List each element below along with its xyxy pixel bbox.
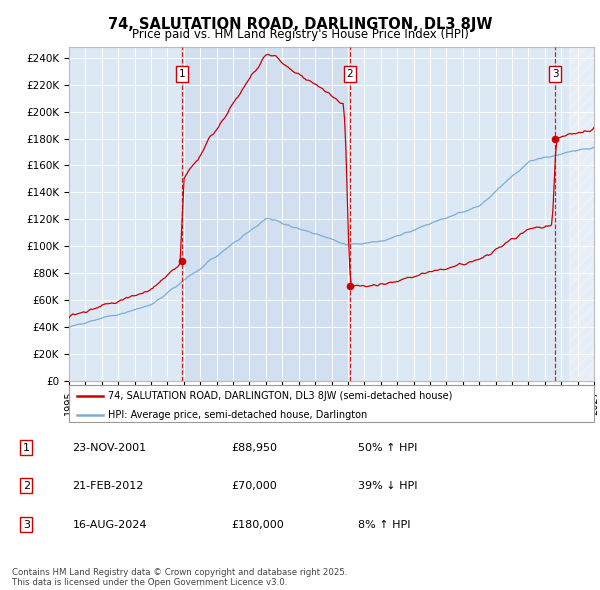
Bar — [569, 47, 594, 381]
Text: Contains HM Land Registry data © Crown copyright and database right 2025.
This d: Contains HM Land Registry data © Crown c… — [12, 568, 347, 587]
Text: 74, SALUTATION ROAD, DARLINGTON, DL3 8JW: 74, SALUTATION ROAD, DARLINGTON, DL3 8JW — [108, 17, 492, 31]
Text: 2: 2 — [23, 481, 30, 491]
FancyBboxPatch shape — [69, 385, 594, 422]
Text: 3: 3 — [23, 520, 30, 530]
Text: HPI: Average price, semi-detached house, Darlington: HPI: Average price, semi-detached house,… — [109, 409, 368, 419]
Text: 8% ↑ HPI: 8% ↑ HPI — [358, 520, 410, 530]
Text: 39% ↓ HPI: 39% ↓ HPI — [358, 481, 417, 491]
Text: 2: 2 — [347, 69, 353, 79]
Text: 1: 1 — [179, 69, 185, 79]
Text: £88,950: £88,950 — [231, 443, 277, 453]
Text: £180,000: £180,000 — [231, 520, 284, 530]
Text: 16-AUG-2024: 16-AUG-2024 — [73, 520, 147, 530]
Text: 74, SALUTATION ROAD, DARLINGTON, DL3 8JW (semi-detached house): 74, SALUTATION ROAD, DARLINGTON, DL3 8JW… — [109, 391, 453, 401]
Bar — [182, 47, 350, 381]
Text: £70,000: £70,000 — [231, 481, 277, 491]
Text: 21-FEB-2012: 21-FEB-2012 — [73, 481, 144, 491]
Text: 50% ↑ HPI: 50% ↑ HPI — [358, 443, 417, 453]
Text: 23-NOV-2001: 23-NOV-2001 — [73, 443, 146, 453]
Text: Price paid vs. HM Land Registry's House Price Index (HPI): Price paid vs. HM Land Registry's House … — [131, 28, 469, 41]
Text: 1: 1 — [23, 443, 30, 453]
Text: 3: 3 — [552, 69, 559, 79]
